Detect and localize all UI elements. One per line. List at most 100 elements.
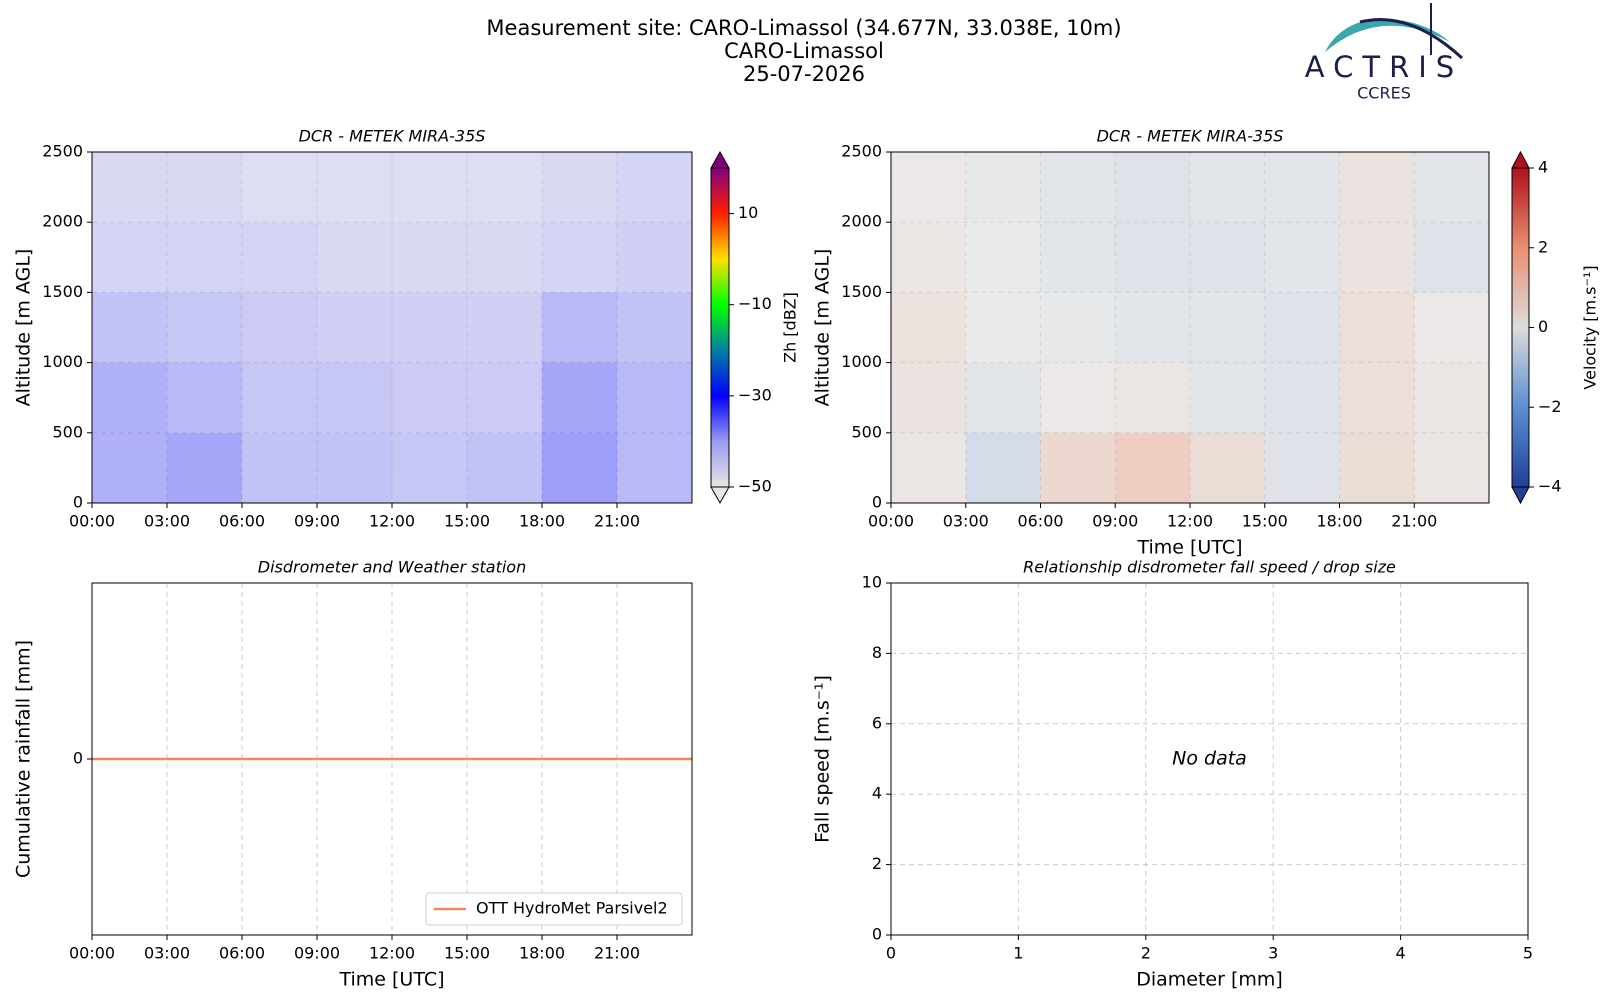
y-tick-label: 500 bbox=[851, 422, 882, 441]
x-tick-label: 09:00 bbox=[294, 512, 340, 531]
cell bbox=[242, 362, 317, 433]
panel-title: Disdrometer and Weather station bbox=[258, 558, 526, 577]
title-line: CARO-Limassol bbox=[724, 39, 884, 63]
cell bbox=[891, 432, 966, 503]
y-tick-label: 6 bbox=[872, 713, 882, 732]
cell bbox=[1190, 432, 1265, 503]
colorbar-extend bbox=[710, 150, 730, 169]
cell bbox=[617, 432, 692, 503]
cell bbox=[891, 362, 966, 433]
cell bbox=[965, 292, 1041, 363]
cell bbox=[891, 152, 966, 223]
y-tick-label: 0 bbox=[73, 749, 83, 768]
cell bbox=[1115, 432, 1190, 503]
logo-arc bbox=[1325, 18, 1450, 52]
cell bbox=[542, 432, 617, 503]
x-tick-label: 18:00 bbox=[519, 944, 565, 963]
cell bbox=[242, 222, 317, 293]
x-tick-label: 15:00 bbox=[1242, 512, 1288, 531]
x-tick-label: 18:00 bbox=[1316, 512, 1362, 531]
cell bbox=[1264, 152, 1340, 223]
colorbar bbox=[1511, 167, 1530, 488]
cell bbox=[392, 432, 467, 503]
x-axis-label: Time [UTC] bbox=[1136, 537, 1242, 559]
cell bbox=[467, 362, 542, 433]
cell bbox=[891, 222, 966, 293]
cell bbox=[167, 152, 242, 223]
cell bbox=[1115, 362, 1190, 433]
cell bbox=[1414, 222, 1489, 293]
x-tick-label: 21:00 bbox=[594, 944, 640, 963]
y-axis-label: Fall speed [m.s⁻¹] bbox=[812, 675, 834, 843]
x-tick-label: 06:00 bbox=[1017, 512, 1063, 531]
colorbar-tick-label: −2 bbox=[1538, 397, 1562, 416]
y-axis-label: Altitude [m AGL] bbox=[812, 249, 834, 407]
cell bbox=[965, 222, 1041, 293]
y-tick-label: 1500 bbox=[42, 282, 83, 301]
x-tick-label: 12:00 bbox=[369, 944, 415, 963]
x-tick-label: 1 bbox=[1013, 944, 1023, 963]
cell bbox=[167, 222, 242, 293]
cell bbox=[617, 362, 692, 433]
cell bbox=[891, 292, 966, 363]
cell bbox=[1190, 222, 1265, 293]
panel-title: Relationship disdrometer fall speed / dr… bbox=[1023, 558, 1396, 577]
x-tick-label: 21:00 bbox=[594, 512, 640, 531]
cell bbox=[392, 152, 467, 223]
y-tick-label: 2000 bbox=[42, 212, 83, 231]
y-tick-label: 2000 bbox=[841, 212, 882, 231]
x-axis-label: Time [UTC] bbox=[338, 969, 444, 991]
cell bbox=[317, 292, 392, 363]
colorbar-tick-label: −4 bbox=[1538, 477, 1562, 496]
x-tick-label: 12:00 bbox=[369, 512, 415, 531]
y-tick-label: 1000 bbox=[841, 352, 882, 371]
cell bbox=[617, 152, 692, 223]
colorbar-tick-label: −30 bbox=[738, 385, 772, 404]
cell bbox=[1414, 362, 1489, 433]
x-tick-label: 00:00 bbox=[69, 512, 115, 531]
x-tick-label: 06:00 bbox=[219, 512, 265, 531]
cell bbox=[1339, 362, 1415, 433]
y-tick-label: 10 bbox=[862, 573, 882, 592]
cell bbox=[617, 292, 692, 363]
y-tick-label: 1000 bbox=[42, 352, 83, 371]
cell bbox=[1414, 152, 1489, 223]
cell bbox=[1115, 222, 1190, 293]
cell bbox=[965, 152, 1041, 223]
axes-frame bbox=[91, 582, 693, 936]
y-tick-label: 500 bbox=[52, 422, 83, 441]
x-tick-label: 09:00 bbox=[294, 944, 340, 963]
cell bbox=[242, 152, 317, 223]
logo-sub: CCRES bbox=[1357, 84, 1411, 103]
cell bbox=[92, 432, 167, 503]
x-tick-label: 18:00 bbox=[519, 512, 565, 531]
cell bbox=[1414, 292, 1489, 363]
colorbar-tick-label: 2 bbox=[1538, 237, 1548, 256]
cell bbox=[467, 222, 542, 293]
x-tick-label: 03:00 bbox=[943, 512, 989, 531]
cell bbox=[317, 362, 392, 433]
cell bbox=[92, 362, 167, 433]
x-tick-label: 15:00 bbox=[444, 944, 490, 963]
colorbar-label: Zh [dBZ] bbox=[781, 292, 800, 363]
x-tick-label: 15:00 bbox=[444, 512, 490, 531]
cell bbox=[542, 292, 617, 363]
y-tick-label: 0 bbox=[872, 925, 882, 944]
colorbar-extend bbox=[710, 486, 730, 505]
y-tick-label: 0 bbox=[872, 493, 882, 512]
y-tick-label: 2500 bbox=[42, 142, 83, 161]
cell bbox=[242, 432, 317, 503]
cell bbox=[1115, 292, 1190, 363]
cell bbox=[167, 432, 242, 503]
cell bbox=[965, 362, 1041, 433]
cell bbox=[1414, 432, 1489, 503]
cell bbox=[92, 292, 167, 363]
legend-label: OTT HydroMet Parsivel2 bbox=[476, 899, 668, 918]
cell bbox=[542, 362, 617, 433]
logo-name: ACTRIS bbox=[1305, 50, 1463, 84]
cell bbox=[467, 292, 542, 363]
cell bbox=[1339, 152, 1415, 223]
panel-title: DCR - METEK MIRA-35S bbox=[299, 127, 486, 146]
cell bbox=[1115, 152, 1190, 223]
